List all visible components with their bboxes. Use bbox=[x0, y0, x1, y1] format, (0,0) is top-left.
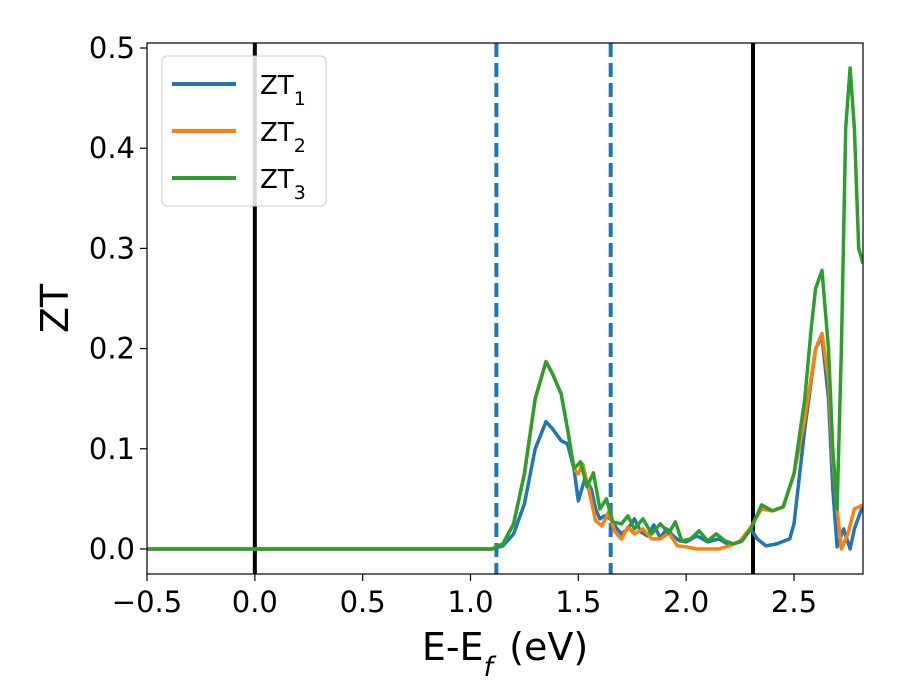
x-tick-label: 2.5 bbox=[771, 585, 817, 619]
x-tick-label: 0.5 bbox=[340, 585, 386, 619]
x-axis-label: E-Ef (eV) bbox=[422, 625, 588, 683]
y-axis-ticks: 0.0 0.1 0.2 0.3 0.4 0.5 bbox=[89, 31, 147, 566]
x-tick-label: 2.0 bbox=[663, 585, 709, 619]
y-tick-label: 0.3 bbox=[89, 231, 135, 265]
x-axis-title: E-Ef (eV) bbox=[422, 625, 588, 683]
legend-box bbox=[161, 55, 327, 207]
legend-label-zt1: ZT1 bbox=[260, 71, 306, 110]
y-axis-title: ZT bbox=[33, 283, 77, 333]
legend-label-zt2: ZT2 bbox=[260, 118, 306, 157]
x-axis-ticks: −0.5 0.0 0.5 1.0 1.5 2.0 2.5 bbox=[112, 574, 817, 619]
series-line-zt3 bbox=[147, 66, 863, 551]
y-tick-label: 0.0 bbox=[89, 532, 135, 566]
x-tick-label: −0.5 bbox=[112, 585, 182, 619]
legend-label-zt3: ZT3 bbox=[260, 165, 306, 204]
legend: ZT1 ZT2 ZT3 bbox=[161, 55, 327, 207]
x-tick-label: 1.0 bbox=[447, 585, 493, 619]
x-tick-label: 0.0 bbox=[232, 585, 278, 619]
y-tick-label: 0.1 bbox=[89, 432, 135, 466]
plot-frame bbox=[146, 42, 864, 575]
series-lines bbox=[147, 66, 863, 551]
y-axis-label: ZT bbox=[33, 283, 77, 333]
y-tick-label: 0.2 bbox=[89, 332, 135, 366]
y-tick-label: 0.5 bbox=[89, 31, 135, 65]
x-tick-label: 1.5 bbox=[555, 585, 601, 619]
y-tick-label: 0.4 bbox=[89, 131, 135, 165]
